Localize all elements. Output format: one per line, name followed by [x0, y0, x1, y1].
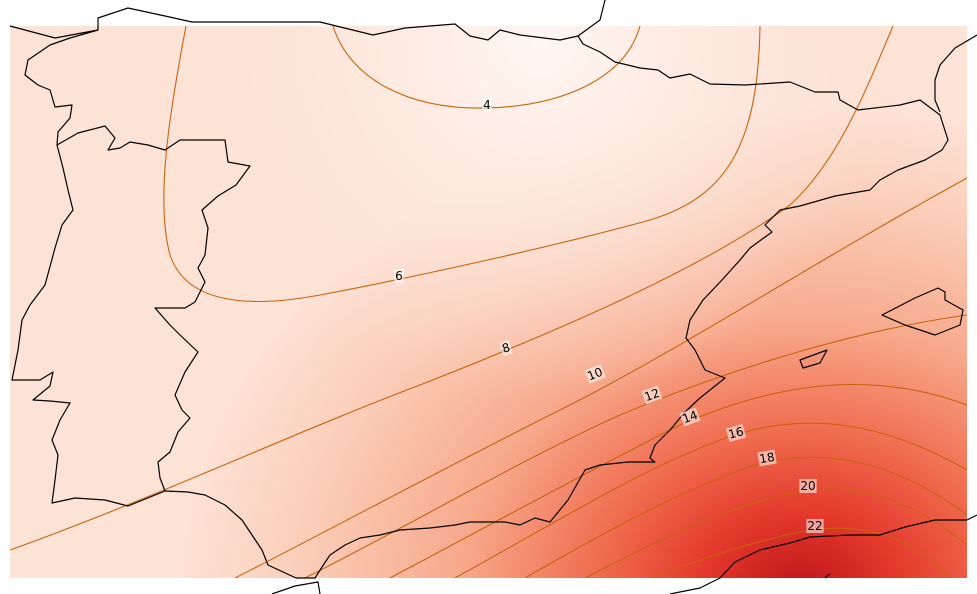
contour-label-16: 16: [725, 424, 747, 442]
contour-label-halo: [499, 339, 513, 357]
mallorca-coast: [881, 287, 964, 336]
menorca-fragment: [824, 573, 831, 579]
africa-coast: [669, 514, 977, 594]
contour-label-halo: [584, 364, 606, 384]
contour-label-6: 6: [394, 269, 404, 283]
france-east-coast: [934, 34, 977, 113]
contour-lines: [10, 26, 967, 578]
svg-text:4: 4: [483, 98, 491, 112]
contour-label-4: 4: [482, 98, 492, 112]
svg-text:22: 22: [807, 519, 822, 533]
contour-labels: 4 6 8 10 12 14 16 18 20 22: [394, 98, 824, 533]
contour-label-halo: [679, 407, 701, 427]
svg-text:14: 14: [680, 408, 699, 426]
contour-8: [10, 26, 894, 551]
contour-label-halo: [482, 98, 492, 112]
svg-text:12: 12: [642, 386, 661, 404]
portugal-coast: [11, 29, 166, 507]
contour-label-halo: [806, 519, 824, 533]
contour-label-halo: [725, 424, 747, 442]
contour-14: [389, 384, 967, 578]
svg-text:16: 16: [727, 424, 745, 441]
contour-label-10: 10: [584, 364, 606, 384]
ibiza-coast: [799, 349, 828, 369]
contour-label-halo: [394, 269, 404, 283]
contour-label-14: 14: [679, 407, 701, 427]
contour-label-halo: [799, 479, 817, 493]
contour-16: [454, 422, 967, 578]
svg-text:6: 6: [395, 269, 403, 283]
shaded-field: [10, 26, 967, 578]
contour-label-halo: [757, 449, 777, 467]
contour-6: [163, 26, 761, 303]
svg-text:8: 8: [500, 340, 512, 356]
contour-label-18: 18: [757, 449, 777, 467]
contour-label-halo: [641, 385, 663, 405]
gibraltar-coast: [271, 581, 321, 594]
contour-label-12: 12: [641, 385, 663, 405]
border-france-spain: [577, 0, 606, 37]
border-spain-portugal: [56, 125, 251, 492]
coastline-north: [9, 7, 949, 579]
contour-10: [234, 177, 967, 578]
svg-text:18: 18: [758, 450, 775, 466]
coastlines: [9, 0, 977, 594]
contour-label-8: 8: [499, 339, 513, 357]
svg-text:20: 20: [800, 479, 815, 493]
contour-18: [524, 456, 967, 578]
contour-label-22: 22: [806, 519, 824, 533]
svg-text:10: 10: [585, 365, 604, 384]
contour-20: [584, 488, 967, 578]
contour-label-20: 20: [799, 479, 817, 493]
contour-12: [304, 314, 967, 578]
